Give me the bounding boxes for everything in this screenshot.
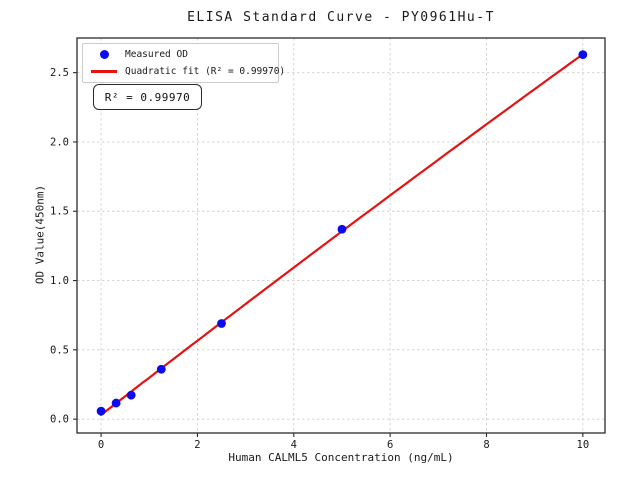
y-tick-label: 2.0 — [50, 136, 69, 148]
legend: Measured OD Quadratic fit (R² = 0.99970) — [82, 43, 285, 83]
x-tick-label: 6 — [387, 439, 393, 451]
y-axis-label: OD Value(450nm) — [33, 184, 47, 285]
legend-item-quadratic-fit: Quadratic fit (R² = 0.99970) — [83, 64, 285, 80]
measured-od-point — [578, 50, 588, 60]
y-tick-label: 0.5 — [50, 344, 69, 356]
chart-title: ELISA Standard Curve - PY0961Hu-T — [187, 10, 495, 25]
x-tick-label: 0 — [98, 439, 104, 451]
measured-od-point — [126, 390, 136, 400]
measured-od-point — [111, 398, 121, 408]
y-tick-label: 2.5 — [50, 67, 69, 79]
x-tick-label: 2 — [194, 439, 200, 451]
measured-od-point — [96, 406, 106, 416]
measured-od-point — [337, 224, 347, 234]
legend-label-measured-od: Measured OD — [125, 49, 188, 60]
y-tick-label: 1.5 — [50, 206, 69, 218]
legend-label-quadratic-fit: Quadratic fit (R² = 0.99970) — [125, 66, 286, 77]
y-tick-label: 0.0 — [50, 414, 69, 426]
legend-handle — [90, 70, 118, 73]
scatter-marker-icon — [99, 50, 109, 59]
y-tick-label: 1.0 — [50, 275, 69, 287]
x-tick-label: 10 — [577, 439, 590, 451]
r-squared-annotation: R² = 0.99970 — [93, 84, 202, 110]
legend-item-measured-od: Measured OD — [83, 47, 278, 63]
x-axis-label: Human CALML5 Concentration (ng/mL) — [228, 451, 454, 464]
fit-line-icon — [91, 70, 117, 73]
legend-handle — [90, 50, 118, 59]
x-tick-label: 8 — [483, 439, 489, 451]
plot-frame — [76, 37, 606, 434]
measured-od-point — [217, 319, 226, 328]
x-tick-label: 4 — [291, 439, 297, 451]
measured-od-point — [156, 364, 166, 374]
